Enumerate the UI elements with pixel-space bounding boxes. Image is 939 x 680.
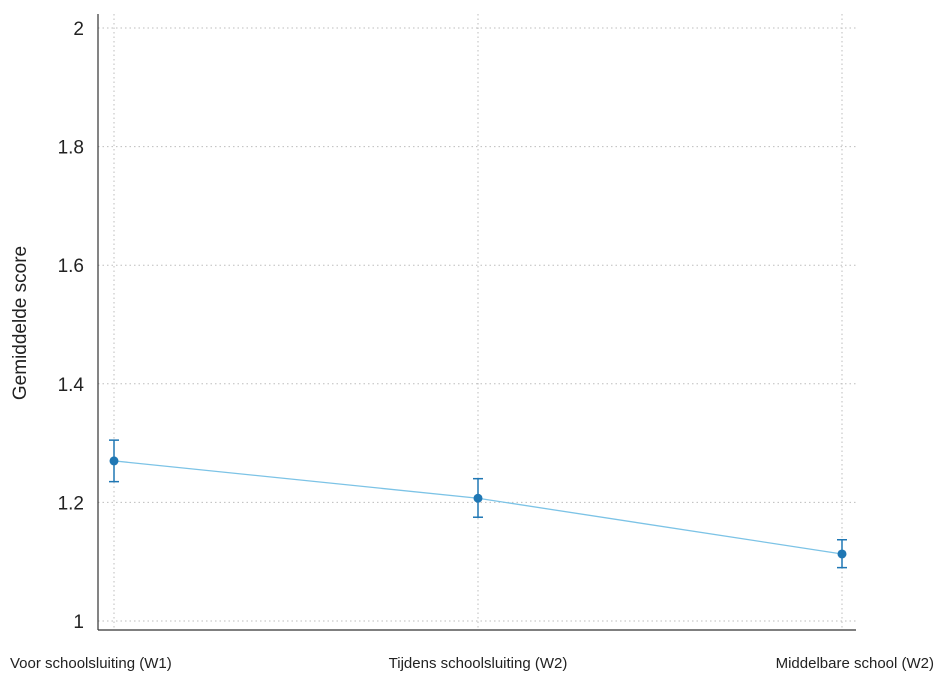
y-tick-labels: 1 1.2 1.4 1.6 1.8 2 bbox=[58, 19, 85, 633]
data-series bbox=[109, 439, 847, 569]
y-tick-label: 1.4 bbox=[58, 375, 85, 396]
x-category-label: Middelbare school (W2) bbox=[776, 655, 934, 672]
y-tick-label: 1.2 bbox=[58, 493, 84, 514]
y-tick-label: 1.8 bbox=[58, 138, 84, 159]
y-axis-title: Gemiddelde score bbox=[10, 246, 31, 400]
y-tick-label: 2 bbox=[73, 19, 84, 40]
data-point bbox=[837, 549, 847, 559]
x-category-labels: Voor schoolsluiting (W1) Tijdens schoolsl… bbox=[10, 655, 934, 672]
grid-lines bbox=[98, 14, 856, 630]
data-point bbox=[109, 456, 119, 466]
x-category-label: Voor schoolsluiting (W1) bbox=[10, 655, 172, 672]
y-tick-label: 1 bbox=[73, 612, 84, 633]
axes bbox=[97, 14, 856, 631]
x-category-label: Tijdens schoolsluiting (W2) bbox=[389, 655, 568, 672]
data-point bbox=[473, 493, 483, 503]
y-tick-label: 1.6 bbox=[58, 256, 84, 277]
